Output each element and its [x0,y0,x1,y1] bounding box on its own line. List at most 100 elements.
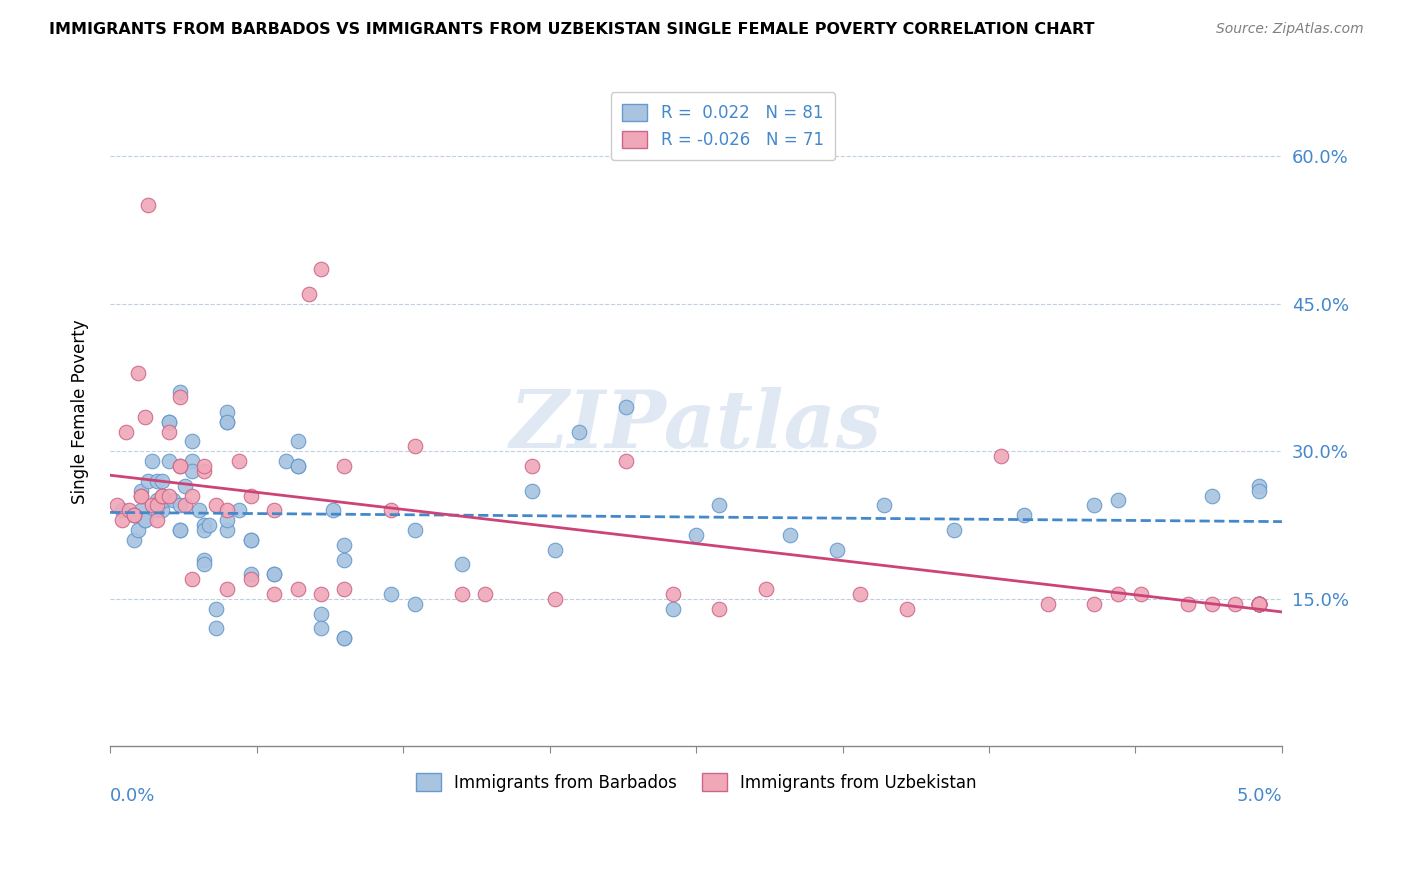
Point [263,587,285,601]
Point [136,474,159,488]
Point [614,400,637,414]
Point [169,499,191,513]
Point [157,489,180,503]
Point [1247,597,1270,611]
Point [146,513,169,527]
Point [122,508,145,523]
Text: ZIPatlas: ZIPatlas [510,386,882,464]
Point [239,533,262,547]
Point [287,434,309,449]
Point [146,493,169,508]
Point [1130,587,1153,601]
Point [309,607,332,621]
Text: 5.0%: 5.0% [1236,787,1282,805]
Point [1036,597,1059,611]
Point [174,499,197,513]
Point [263,567,285,582]
Point [1247,597,1270,611]
Point [263,503,285,517]
Point [450,558,472,572]
Point [217,415,239,429]
Point [1107,587,1129,601]
Point [129,503,152,517]
Point [520,483,543,498]
Point [228,454,250,468]
Point [122,508,145,523]
Point [204,601,226,615]
Point [146,499,169,513]
Point [1201,489,1223,503]
Point [115,425,138,439]
Point [1247,597,1270,611]
Y-axis label: Single Female Poverty: Single Female Poverty [72,319,89,504]
Point [193,523,215,537]
Point [661,587,683,601]
Point [825,542,848,557]
Point [181,434,204,449]
Point [263,567,285,582]
Point [1223,597,1246,611]
Point [217,523,239,537]
Point [197,518,219,533]
Point [169,458,191,473]
Point [157,454,180,468]
Point [146,474,169,488]
Point [380,587,402,601]
Point [322,503,344,517]
Point [239,567,262,582]
Point [614,454,637,468]
Point [1247,597,1270,611]
Point [193,552,215,566]
Point [1083,499,1105,513]
Point [217,415,239,429]
Point [404,439,426,453]
Point [239,489,262,503]
Text: Source: ZipAtlas.com: Source: ZipAtlas.com [1216,22,1364,37]
Point [150,503,173,517]
Point [146,499,169,513]
Point [287,458,309,473]
Point [333,538,356,552]
Point [404,523,426,537]
Point [146,499,169,513]
Point [111,503,134,517]
Point [217,513,239,527]
Point [150,474,173,488]
Point [204,499,226,513]
Point [146,503,169,517]
Point [134,513,156,527]
Point [193,458,215,473]
Point [181,454,204,468]
Point [193,518,215,533]
Point [298,286,321,301]
Point [404,597,426,611]
Point [153,493,176,508]
Point [129,483,152,498]
Point [1247,597,1270,611]
Point [134,409,156,424]
Point [333,582,356,596]
Point [188,503,211,517]
Point [755,582,778,596]
Point [1107,493,1129,508]
Point [239,572,262,586]
Point [162,493,184,508]
Point [228,503,250,517]
Point [544,542,567,557]
Point [709,601,731,615]
Point [380,503,402,517]
Point [111,513,134,527]
Point [568,425,591,439]
Point [685,528,707,542]
Point [127,523,149,537]
Point [141,454,163,468]
Point [181,489,204,503]
Point [181,464,204,478]
Point [169,458,191,473]
Point [1247,597,1270,611]
Point [661,601,683,615]
Point [1247,483,1270,498]
Point [990,449,1012,463]
Point [942,523,965,537]
Point [181,572,204,586]
